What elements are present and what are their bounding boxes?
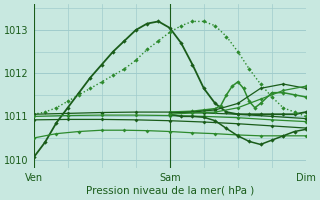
X-axis label: Pression niveau de la mer( hPa ): Pression niveau de la mer( hPa ) — [86, 186, 254, 196]
